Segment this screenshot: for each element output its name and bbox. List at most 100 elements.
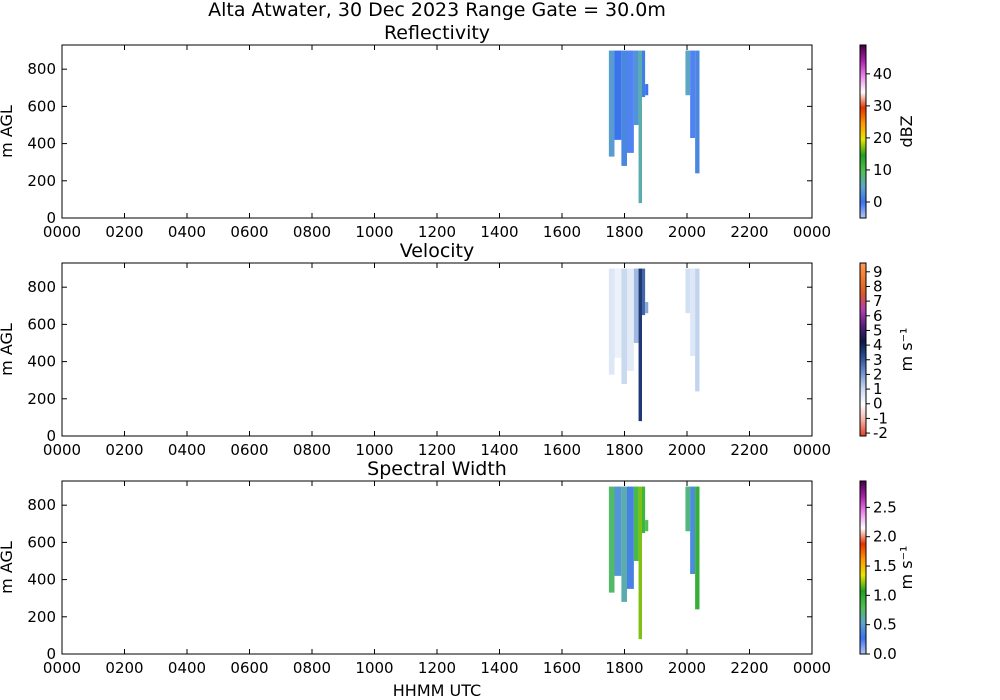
y-tick-label: 200 — [27, 608, 56, 626]
y-axis-label: m AGL — [0, 105, 16, 158]
x-tick-label: 1000 — [355, 441, 393, 459]
y-tick-label: 800 — [27, 278, 56, 296]
echo-cell — [685, 50, 691, 96]
colorbar-tick-label: 10 — [873, 161, 892, 179]
echo-cell — [621, 50, 627, 166]
echo-cell — [645, 84, 649, 96]
echo-cell — [614, 268, 622, 358]
panel-title: Reflectivity — [384, 22, 490, 44]
echo-cell — [645, 520, 649, 532]
echo-cell — [633, 486, 639, 561]
y-axis-label: m AGL — [0, 323, 16, 376]
figure-suptitle: Alta Atwater, 30 Dec 2023 Range Gate = 3… — [208, 0, 666, 21]
x-tick-label: 0000 — [793, 223, 831, 241]
colorbar-tick-label: -2 — [873, 424, 888, 442]
x-tick-label: 0600 — [230, 223, 268, 241]
echo-cell — [638, 268, 642, 422]
x-tick-label: 1800 — [605, 441, 643, 459]
y-tick-label: 0 — [46, 645, 56, 663]
x-tick-label: 0000 — [793, 659, 831, 677]
y-tick-label: 800 — [27, 60, 56, 78]
colorbar-tick-label: 1.5 — [873, 557, 897, 575]
echo-cell — [627, 268, 634, 371]
x-tick-label: 0800 — [293, 223, 331, 241]
echo-cell — [695, 50, 700, 174]
echo-cell — [608, 50, 615, 157]
x-tick-label: 2000 — [668, 441, 706, 459]
echo-cell — [608, 486, 615, 593]
x-tick-label: 0600 — [230, 659, 268, 677]
echo-cell — [695, 268, 700, 392]
x-tick-label: 1000 — [355, 223, 393, 241]
echo-cell — [642, 50, 646, 98]
y-tick-label: 0 — [46, 209, 56, 227]
echo-cell — [690, 268, 696, 357]
echo-cell — [621, 486, 627, 602]
x-tick-label: 0400 — [168, 441, 206, 459]
colorbar-label: dBZ — [897, 115, 916, 147]
y-tick-label: 600 — [27, 97, 56, 115]
y-tick-label: 0 — [46, 427, 56, 445]
y-tick-label: 600 — [27, 315, 56, 333]
x-tick-label: 2200 — [730, 223, 768, 241]
x-tick-label: 0800 — [293, 659, 331, 677]
colorbar-tick-label: 0.5 — [873, 616, 897, 634]
y-tick-label: 400 — [27, 353, 56, 371]
echo-cell — [627, 50, 634, 153]
x-tick-label: 0000 — [793, 441, 831, 459]
x-tick-label: 2000 — [668, 223, 706, 241]
colorbar — [859, 480, 867, 655]
colorbar-tick-label: 2 — [873, 365, 883, 383]
colorbar-tick-label: 0.0 — [873, 645, 897, 663]
echo-cell — [608, 268, 615, 375]
colorbar-label: m s⁻¹ — [897, 546, 916, 590]
colorbar-tick-label: 2.0 — [873, 528, 897, 546]
colorbar-tick-label: 5 — [873, 321, 883, 339]
colorbar-tick-label: 0 — [873, 193, 883, 211]
x-tick-label: 2200 — [730, 659, 768, 677]
colorbar-tick-label: 2.5 — [873, 498, 897, 516]
x-tick-label: 1400 — [480, 659, 518, 677]
echo-cell — [627, 486, 634, 589]
x-tick-label: 1600 — [543, 223, 581, 241]
colorbar-tick-label: -1 — [873, 409, 888, 427]
colorbar-tick-label: 30 — [873, 97, 892, 115]
echo-cell — [614, 50, 622, 140]
echo-cell — [695, 486, 700, 610]
x-tick-label: 0400 — [168, 659, 206, 677]
x-tick-label: 1800 — [605, 659, 643, 677]
x-tick-label: 0000 — [43, 441, 81, 459]
echo-cell — [638, 50, 642, 204]
echo-cell — [614, 486, 622, 576]
x-tick-label: 1000 — [355, 659, 393, 677]
x-tick-label: 0200 — [105, 223, 143, 241]
x-tick-label: 2000 — [668, 659, 706, 677]
echo-cell — [633, 268, 639, 343]
y-tick-label: 200 — [27, 172, 56, 190]
colorbar-label: m s⁻¹ — [897, 328, 916, 372]
echo-cell — [642, 268, 646, 316]
y-tick-label: 800 — [27, 496, 56, 514]
echo-cell — [621, 268, 627, 384]
x-tick-label: 1200 — [418, 441, 456, 459]
echo-cell — [685, 486, 691, 532]
x-tick-label: 0000 — [43, 223, 81, 241]
colorbar — [859, 44, 867, 219]
echo-cell — [642, 486, 646, 534]
x-tick-label: 0600 — [230, 441, 268, 459]
x-tick-label: 2200 — [730, 441, 768, 459]
colorbar-tick-label: 8 — [873, 277, 883, 295]
x-tick-label: 1400 — [480, 223, 518, 241]
echo-cell — [685, 268, 691, 314]
y-tick-label: 200 — [27, 390, 56, 408]
colorbar-tick-label: 1 — [873, 380, 883, 398]
colorbar-tick-label: 3 — [873, 351, 883, 369]
colorbar — [859, 262, 867, 437]
y-tick-label: 400 — [27, 571, 56, 589]
x-tick-label: 0400 — [168, 223, 206, 241]
